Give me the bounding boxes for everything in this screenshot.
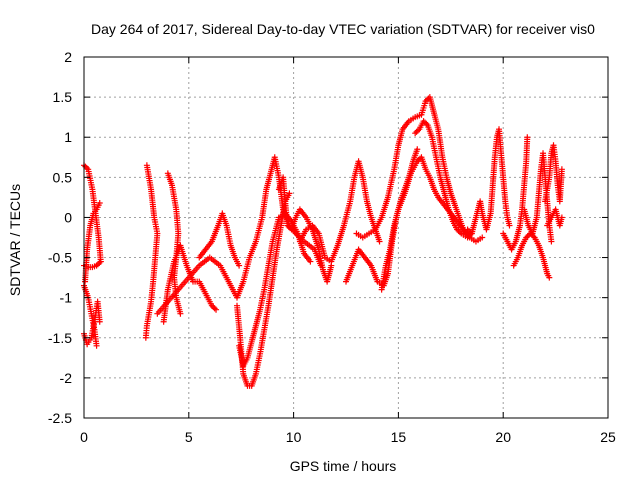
data-point [548, 238, 555, 245]
data-point [210, 304, 217, 311]
series-trace-c3 [275, 174, 335, 285]
data-point [413, 128, 420, 135]
y-axis-label: SDTVAR / TECUs [7, 184, 23, 296]
data-point [454, 226, 461, 233]
data-point [284, 222, 291, 229]
data-point [422, 98, 429, 105]
data-point [142, 334, 149, 341]
data-point [414, 158, 421, 165]
series-trace-b2 [154, 154, 324, 317]
series-trace-e6 [544, 206, 565, 229]
tick-labels: 0 5 10 15 20 25 -2.5 -2 -1.5 -1 -0.5 0 0.5 1 1.5 2 [48, 49, 616, 445]
x-axis-label: GPS time / hours [290, 458, 397, 474]
x-tick-label: 20 [495, 429, 511, 445]
data-point [455, 227, 462, 234]
data-point [213, 306, 220, 313]
data-point [96, 318, 103, 325]
data-point [558, 166, 565, 173]
data-point [414, 127, 421, 134]
y-tick-label: 1.5 [53, 89, 73, 105]
data-point [286, 190, 293, 197]
data-point [208, 302, 215, 309]
series-trace-c2 [236, 210, 314, 369]
data-point [82, 163, 89, 170]
data-point [96, 259, 103, 266]
series-trace-b1 [142, 162, 161, 341]
y-tick-label: -2.5 [48, 410, 72, 426]
series-trace-e5 [542, 142, 565, 205]
y-tick-label: -2 [60, 370, 73, 386]
data-point [465, 227, 472, 234]
data-point [421, 119, 428, 126]
series-trace-e4 [521, 150, 555, 245]
y-tick-label: -1 [60, 290, 73, 306]
data-point [424, 96, 431, 103]
data-point [464, 234, 471, 241]
y-tick-label: -0.5 [48, 250, 72, 266]
axis-ticks [83, 56, 609, 419]
series-trace-b4 [164, 170, 184, 317]
data-point [96, 200, 103, 207]
series-trace-c4 [296, 158, 383, 265]
plot-frame [83, 56, 609, 419]
data-points [81, 94, 565, 389]
data-point [211, 305, 218, 312]
data-point [558, 214, 565, 221]
chart-title: Day 264 of 2017, Sidereal Day-to-day VTE… [91, 21, 595, 37]
series-trace-e1 [464, 126, 513, 237]
y-tick-label: 2 [64, 49, 72, 65]
data-point [465, 233, 472, 240]
data-point [97, 258, 104, 265]
data-point [479, 234, 486, 241]
data-point [414, 146, 421, 153]
data-point [464, 226, 471, 233]
x-tick-label: 25 [600, 429, 616, 445]
series-trace-a5 [81, 282, 100, 349]
data-point [83, 164, 90, 171]
data-point [412, 130, 419, 137]
x-tick-label: 10 [286, 429, 302, 445]
y-tick-label: -1.5 [48, 330, 72, 346]
y-tick-label: 0 [64, 209, 72, 225]
data-point [285, 223, 292, 230]
x-tick-label: 5 [185, 429, 193, 445]
data-point [307, 258, 314, 265]
data-point [524, 134, 531, 141]
data-point [93, 262, 100, 269]
series-trace-e2 [500, 134, 531, 253]
series-trace-d4 [412, 118, 475, 241]
series-trace-d3 [378, 154, 486, 293]
data-point [523, 234, 530, 241]
data-point [546, 274, 553, 281]
series-trace-d2 [353, 94, 471, 241]
data-point [376, 238, 383, 245]
data-point [94, 261, 101, 268]
data-point [415, 156, 422, 163]
data-point [236, 262, 243, 269]
data-point [456, 229, 463, 236]
data-point [420, 118, 427, 125]
data-point [177, 310, 184, 317]
data-point [524, 233, 531, 240]
y-tick-label: 1 [64, 129, 72, 145]
series-trace-b5 [196, 210, 243, 269]
data-point [93, 342, 100, 349]
y-tick-label: 0.5 [53, 169, 73, 185]
x-tick-label: 15 [391, 429, 407, 445]
series-trace-e3 [510, 230, 553, 281]
data-point [506, 222, 513, 229]
data-point [423, 120, 430, 127]
x-tick-label: 0 [80, 429, 88, 445]
